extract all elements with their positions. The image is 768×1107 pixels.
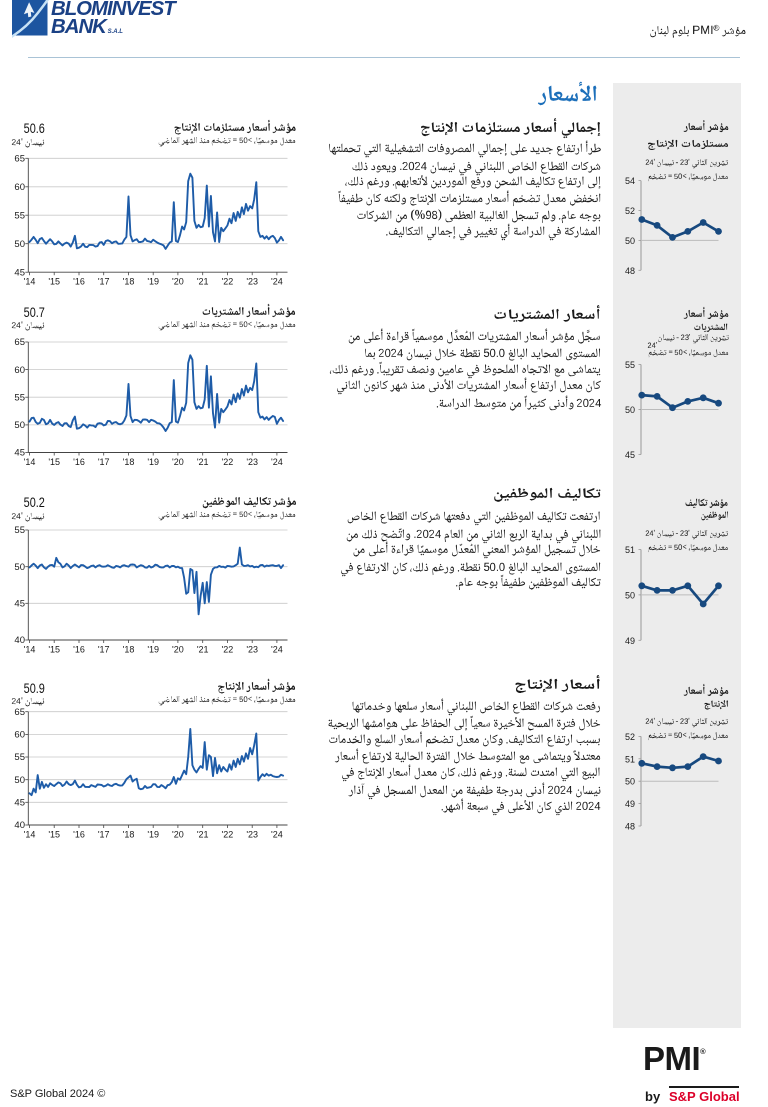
svg-text:'22: '22 bbox=[222, 457, 234, 467]
svg-text:50: 50 bbox=[14, 775, 25, 786]
svg-text:50: 50 bbox=[14, 420, 25, 431]
svg-text:'15: '15 bbox=[48, 277, 60, 287]
svg-text:45: 45 bbox=[14, 448, 25, 459]
svg-text:'15: '15 bbox=[48, 457, 60, 467]
svg-text:50: 50 bbox=[625, 236, 635, 246]
svg-text:'14: '14 bbox=[24, 277, 36, 287]
svg-text:'24: '24 bbox=[271, 830, 283, 840]
svg-text:'22: '22 bbox=[222, 277, 234, 287]
svg-text:'22: '22 bbox=[222, 645, 234, 655]
svg-text:49: 49 bbox=[625, 799, 635, 809]
svg-text:'14: '14 bbox=[24, 830, 36, 840]
svg-text:'16: '16 bbox=[73, 277, 85, 287]
svg-text:'20: '20 bbox=[172, 457, 184, 467]
svg-text:55: 55 bbox=[625, 360, 635, 370]
svg-text:'21: '21 bbox=[197, 277, 209, 287]
svg-text:'23: '23 bbox=[246, 457, 258, 467]
svg-text:'17: '17 bbox=[98, 277, 110, 287]
svg-text:'14: '14 bbox=[24, 457, 36, 467]
svg-text:65: 65 bbox=[14, 337, 25, 348]
svg-text:65: 65 bbox=[14, 154, 25, 165]
svg-text:50: 50 bbox=[14, 562, 25, 573]
svg-text:'24: '24 bbox=[271, 277, 283, 287]
svg-text:'17: '17 bbox=[98, 830, 110, 840]
svg-text:'19: '19 bbox=[147, 830, 159, 840]
svg-text:'18: '18 bbox=[123, 830, 135, 840]
svg-text:'21: '21 bbox=[197, 645, 209, 655]
svg-text:'23: '23 bbox=[246, 277, 258, 287]
svg-text:50: 50 bbox=[625, 590, 635, 600]
svg-text:48: 48 bbox=[625, 266, 635, 276]
svg-text:45: 45 bbox=[625, 450, 635, 460]
svg-text:'18: '18 bbox=[123, 645, 135, 655]
svg-text:51: 51 bbox=[625, 545, 635, 555]
svg-text:'20: '20 bbox=[172, 645, 184, 655]
svg-text:48: 48 bbox=[625, 822, 635, 832]
svg-text:'23: '23 bbox=[246, 645, 258, 655]
svg-text:'16: '16 bbox=[73, 457, 85, 467]
svg-text:'21: '21 bbox=[197, 830, 209, 840]
svg-text:'18: '18 bbox=[123, 277, 135, 287]
svg-text:'20: '20 bbox=[172, 277, 184, 287]
svg-text:'16: '16 bbox=[73, 645, 85, 655]
svg-text:55: 55 bbox=[14, 752, 25, 763]
svg-text:40: 40 bbox=[14, 635, 25, 646]
svg-text:'19: '19 bbox=[147, 645, 159, 655]
svg-text:55: 55 bbox=[14, 392, 25, 403]
svg-text:55: 55 bbox=[14, 525, 25, 536]
svg-text:55: 55 bbox=[14, 210, 25, 221]
svg-text:40: 40 bbox=[14, 820, 25, 831]
svg-text:'17: '17 bbox=[98, 457, 110, 467]
svg-text:'22: '22 bbox=[222, 830, 234, 840]
svg-text:60: 60 bbox=[14, 365, 25, 376]
svg-text:'24: '24 bbox=[271, 457, 283, 467]
svg-text:52: 52 bbox=[625, 206, 635, 216]
svg-text:51: 51 bbox=[625, 754, 635, 764]
svg-text:54: 54 bbox=[625, 176, 635, 186]
svg-text:45: 45 bbox=[14, 267, 25, 278]
svg-text:'18: '18 bbox=[123, 457, 135, 467]
svg-text:'24: '24 bbox=[271, 645, 283, 655]
svg-text:65: 65 bbox=[14, 707, 25, 718]
svg-text:50: 50 bbox=[14, 239, 25, 250]
svg-text:45: 45 bbox=[14, 599, 25, 610]
svg-text:60: 60 bbox=[14, 730, 25, 741]
svg-text:49: 49 bbox=[625, 636, 635, 646]
svg-text:'15: '15 bbox=[48, 645, 60, 655]
svg-text:'19: '19 bbox=[147, 277, 159, 287]
svg-text:50: 50 bbox=[625, 777, 635, 787]
svg-text:'20: '20 bbox=[172, 830, 184, 840]
svg-text:'15: '15 bbox=[48, 830, 60, 840]
svg-text:52: 52 bbox=[625, 732, 635, 742]
svg-text:'23: '23 bbox=[246, 830, 258, 840]
svg-text:'17: '17 bbox=[98, 645, 110, 655]
svg-text:50: 50 bbox=[625, 405, 635, 415]
svg-text:45: 45 bbox=[14, 798, 25, 809]
svg-text:60: 60 bbox=[14, 182, 25, 193]
svg-text:'21: '21 bbox=[197, 457, 209, 467]
svg-text:'16: '16 bbox=[73, 830, 85, 840]
svg-text:'14: '14 bbox=[24, 645, 36, 655]
svg-text:'19: '19 bbox=[147, 457, 159, 467]
